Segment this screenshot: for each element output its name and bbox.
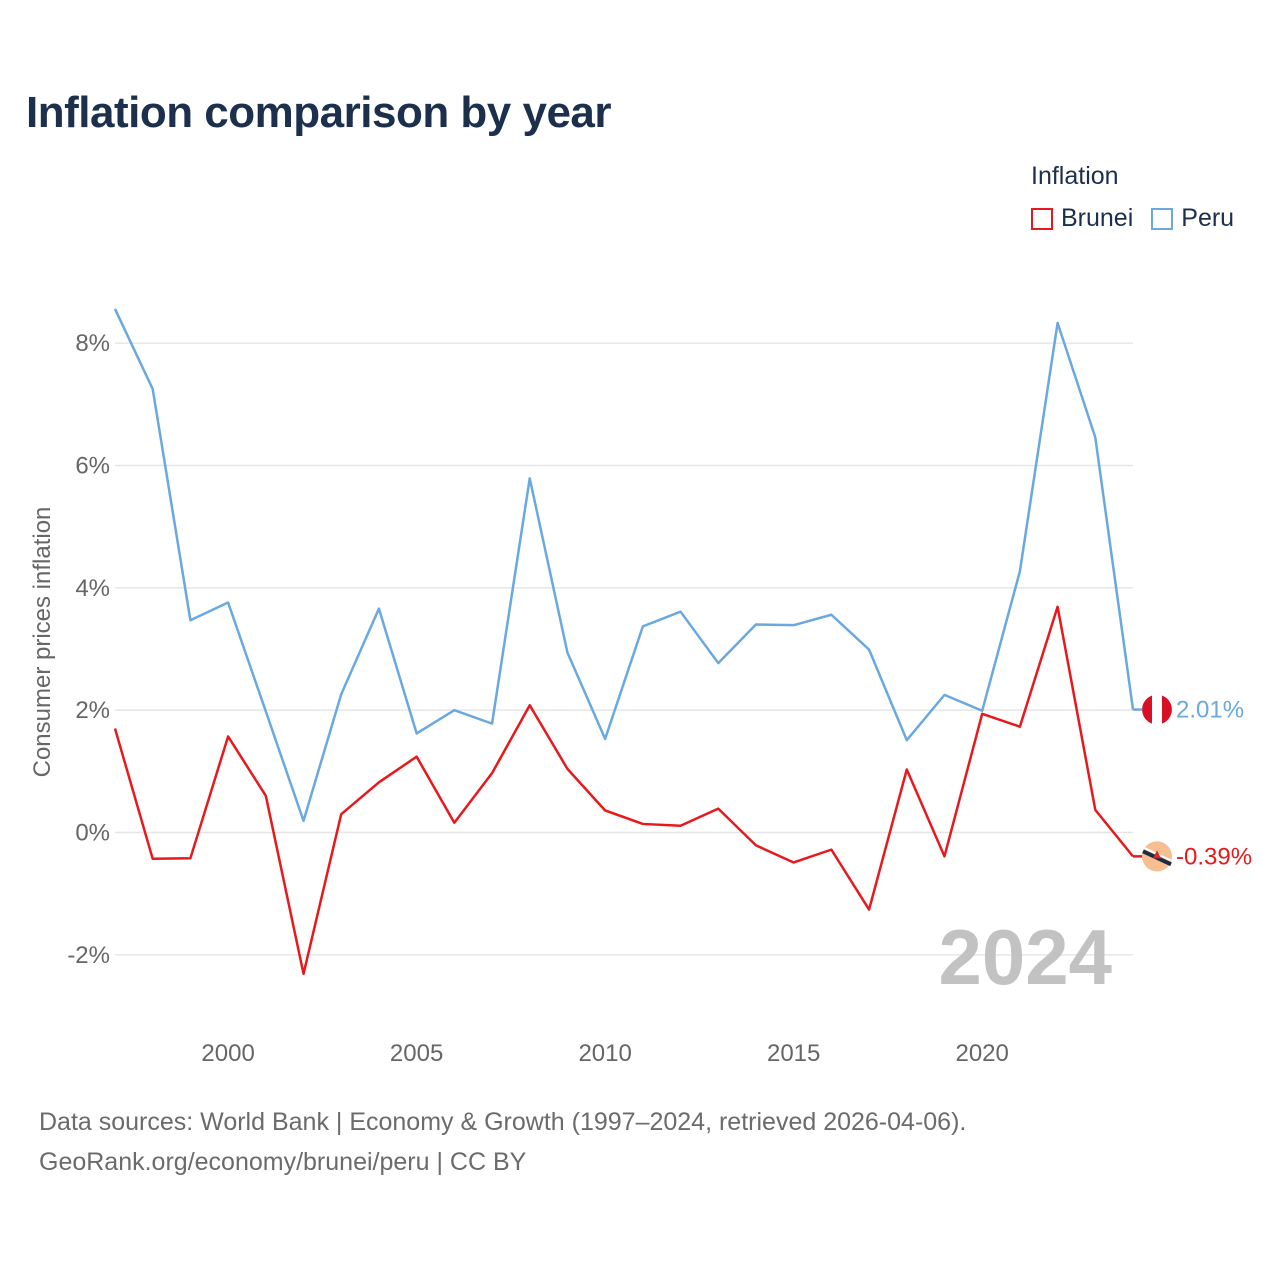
- x-tick-label: 2010: [578, 1040, 631, 1067]
- y-axis-ticks: -2% 0% 2% 4% 6% 8%: [67, 330, 110, 969]
- x-axis-ticks: 2000 2005 2010 2015 2020: [201, 1040, 1008, 1067]
- footer-sources: Data sources: World Bank | Economy & Gro…: [39, 1108, 967, 1136]
- year-watermark: 2024: [938, 913, 1112, 1001]
- y-tick-label: 2%: [75, 697, 110, 724]
- chart-title: Inflation comparison by year: [26, 88, 612, 137]
- flag-crest: [1153, 850, 1161, 859]
- end-markers: -0.39% 2.01%: [1133, 694, 1252, 872]
- x-tick-label: 2020: [955, 1040, 1008, 1067]
- flag-band-right: [1162, 695, 1172, 724]
- gridlines: [115, 342, 1133, 956]
- x-tick-label: 2015: [767, 1040, 820, 1067]
- legend-title: Inflation: [1031, 162, 1119, 190]
- y-tick-label: -2%: [67, 942, 110, 969]
- y-tick-label: 0%: [75, 820, 110, 847]
- end-label-peru: 2.01%: [1176, 697, 1244, 724]
- flag-band-left: [1142, 695, 1152, 724]
- footer-attribution: GeoRank.org/economy/brunei/peru | CC BY: [39, 1148, 527, 1176]
- legend-item-brunei[interactable]: Brunei: [1031, 204, 1133, 233]
- legend-label-brunei: Brunei: [1061, 204, 1134, 232]
- series-line-brunei: [113, 605, 1134, 976]
- y-tick-label: 8%: [75, 330, 110, 357]
- y-axis-label: Consumer prices inflation: [29, 507, 56, 778]
- legend: Brunei Peru: [1031, 204, 1234, 233]
- legend-swatch-peru: [1151, 207, 1174, 230]
- legend-swatch-brunei: [1031, 207, 1053, 230]
- peru-flag-icon: [1142, 694, 1172, 725]
- end-label-brunei: -0.39%: [1176, 843, 1252, 870]
- series-lines: [113, 308, 1135, 976]
- brunei-flag-icon: [1142, 841, 1172, 872]
- x-tick-label: 2000: [201, 1040, 254, 1067]
- x-tick-label: 2005: [390, 1040, 443, 1067]
- legend-label-peru: Peru: [1181, 204, 1235, 232]
- series-line-peru: [113, 308, 1135, 823]
- legend-item-peru[interactable]: Peru: [1151, 204, 1234, 233]
- y-tick-label: 6%: [75, 453, 110, 480]
- y-tick-label: 4%: [75, 575, 110, 602]
